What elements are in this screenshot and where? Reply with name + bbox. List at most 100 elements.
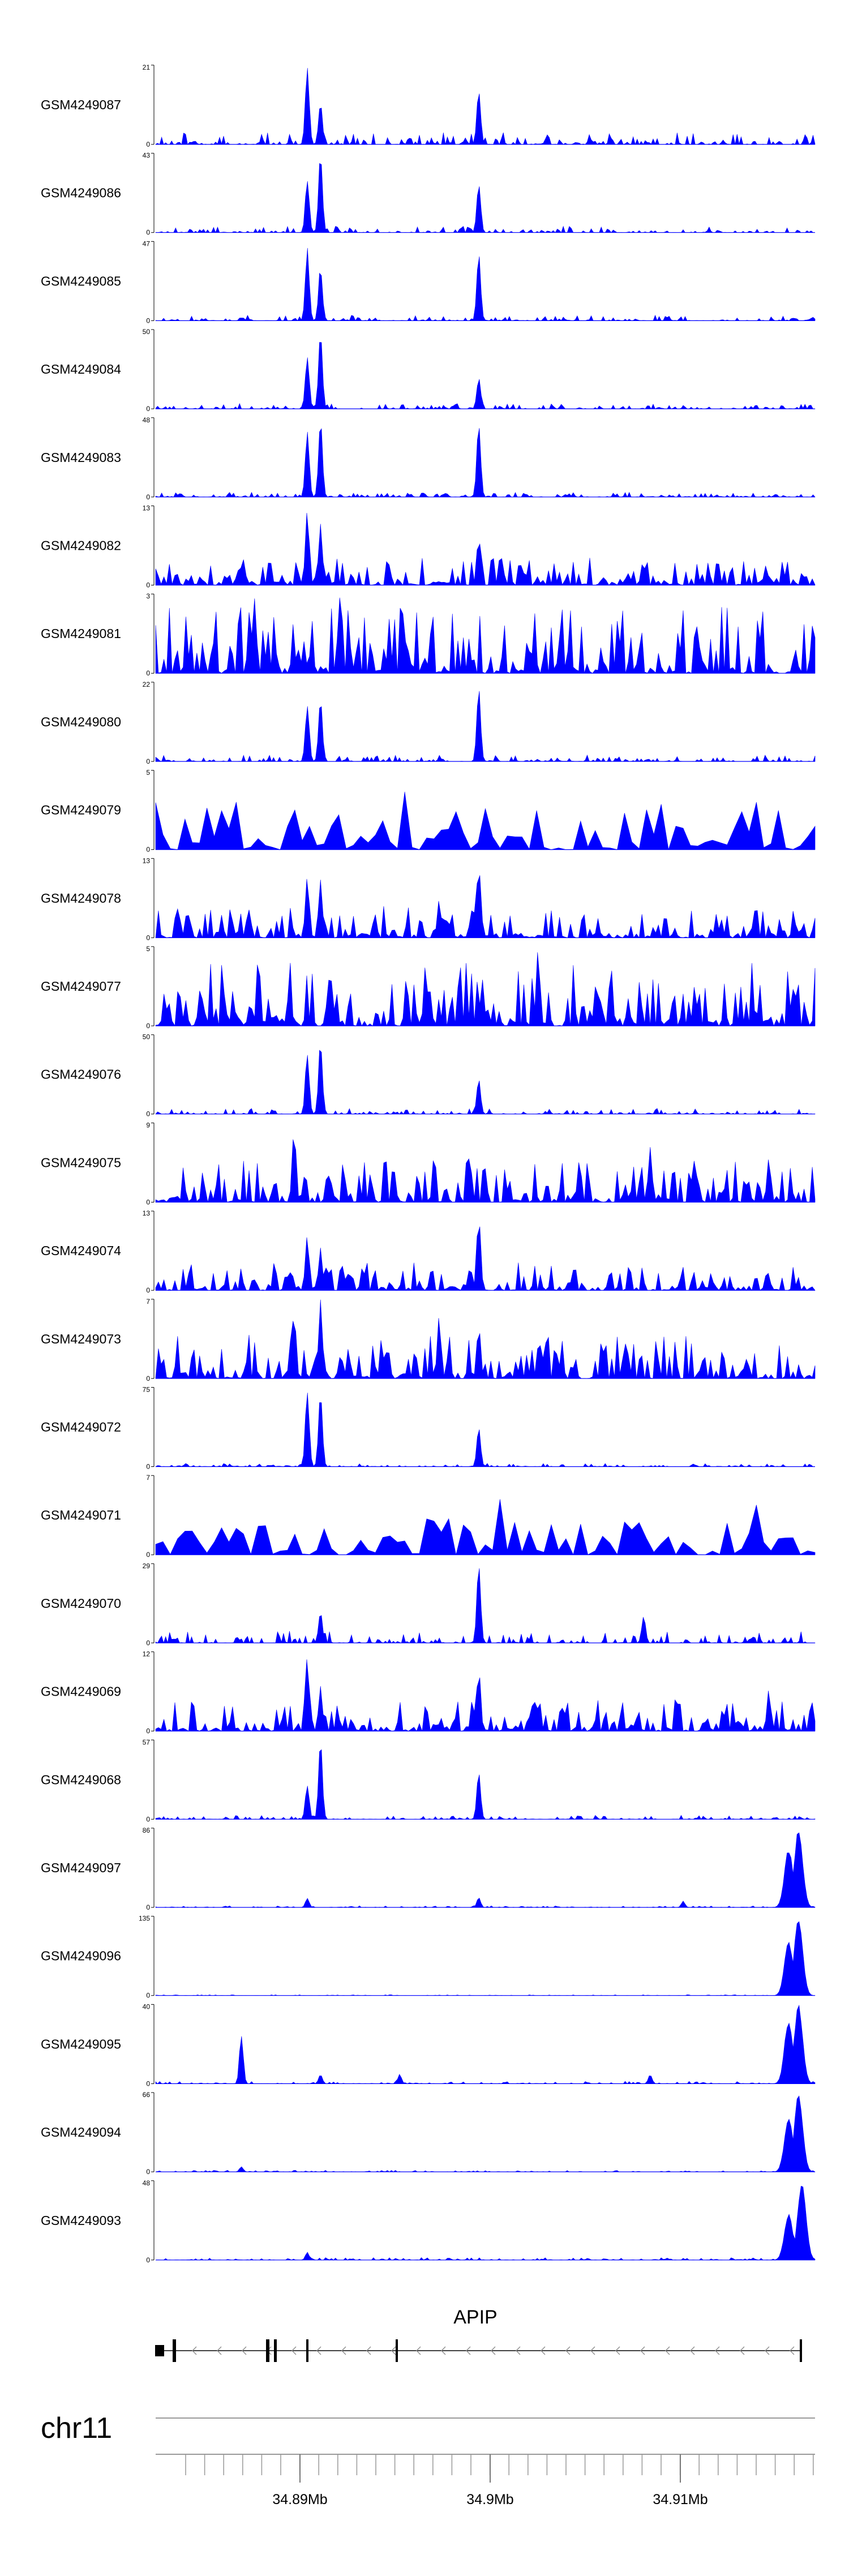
track-ymax: 3 [146, 592, 150, 600]
track-label: GSM4249096 [41, 1949, 121, 1963]
signal-area [155, 791, 816, 850]
genome-axis: chr11 34.89Mb 34.9Mb 34.91Mb [41, 2412, 815, 2507]
track-GSM4249080: GSM4249080 22 0 [41, 681, 816, 765]
strand-arrow [690, 2346, 695, 2355]
track-GSM4249087: GSM4249087 21 0 [41, 63, 816, 148]
signal-area [155, 68, 816, 146]
gene-track: APIP [155, 2307, 802, 2362]
signal-tracks: GSM4249087210GSM4249086430GSM4249085470G… [41, 63, 816, 2264]
track-ymin: 0 [146, 1815, 150, 1823]
strand-arrow [615, 2346, 620, 2355]
signal-area [155, 597, 816, 674]
track-label: GSM4249071 [41, 1508, 121, 1522]
signal-area [155, 1139, 816, 1203]
track-ymin: 0 [146, 1022, 150, 1030]
track-ymax: 9 [146, 1121, 150, 1129]
track-GSM4249077: GSM4249077 5 0 [41, 945, 816, 1030]
track-ymin: 0 [146, 1992, 150, 2000]
track-GSM4249075: GSM4249075 9 0 [41, 1121, 816, 1206]
track-ymax: 66 [143, 2091, 151, 2099]
chromosome-label: chr11 [41, 2412, 112, 2445]
track-ymin: 0 [146, 1903, 150, 1911]
track-label: GSM4249086 [41, 186, 121, 200]
signal-area [155, 1568, 816, 1644]
strand-arrow [765, 2346, 770, 2355]
signal-area [155, 1050, 816, 1115]
track-ymin: 0 [146, 493, 150, 501]
track-ymin: 0 [146, 229, 150, 237]
track-ymax: 57 [143, 1738, 151, 1746]
track-ymax: 7 [146, 1474, 150, 1482]
track-ymax: 50 [143, 328, 151, 336]
track-ymin: 0 [146, 1198, 150, 1206]
strand-arrow [291, 2346, 297, 2355]
track-label: GSM4249095 [41, 2036, 121, 2051]
strand-arrow [565, 2346, 571, 2355]
track-ymax: 75 [143, 1386, 151, 1394]
track-ymax: 12 [143, 1650, 151, 1658]
track-ymax: 48 [143, 2179, 151, 2187]
strand-arrow [242, 2346, 247, 2355]
track-GSM4249078: GSM4249078 13 0 [41, 857, 816, 942]
strand-arrow [366, 2346, 371, 2355]
track-GSM4249079: GSM4249079 5 0 [41, 769, 816, 854]
track-GSM4249096: GSM4249096 135 0 [41, 1915, 816, 2000]
track-ymin: 0 [146, 758, 150, 765]
track-GSM4249076: GSM4249076 50 0 [41, 1033, 816, 1118]
track-ymin: 0 [146, 316, 150, 324]
track-ymax: 13 [143, 1209, 151, 1217]
signal-area [155, 1499, 816, 1555]
track-GSM4249094: GSM4249094 66 0 [41, 2091, 816, 2176]
track-GSM4249073: GSM4249073 7 0 [41, 1298, 816, 1383]
strand-arrow [715, 2346, 720, 2355]
track-label: GSM4249093 [41, 2213, 121, 2228]
track-label: GSM4249079 [41, 803, 121, 818]
gene-model-apip [155, 2339, 802, 2362]
track-GSM4249072: GSM4249072 75 0 [41, 1386, 815, 1471]
track-GSM4249081: GSM4249081 3 0 [41, 592, 816, 677]
track-label: GSM4249074 [41, 1243, 121, 1258]
strand-arrow [640, 2346, 645, 2355]
track-GSM4249086: GSM4249086 43 0 [41, 152, 816, 237]
track-ymax: 48 [143, 416, 151, 424]
track-GSM4249083: GSM4249083 48 0 [41, 416, 816, 501]
track-label: GSM4249076 [41, 1067, 121, 1082]
axis-tick-label: 34.9Mb [466, 2492, 513, 2507]
track-GSM4249085: GSM4249085 47 0 [41, 239, 816, 324]
exon [396, 2339, 398, 2362]
signal-area [155, 1226, 816, 1291]
strand-arrow [316, 2346, 321, 2355]
signal-area [155, 248, 816, 322]
track-ymax: 47 [143, 239, 151, 247]
signal-area [155, 512, 816, 586]
track-label: GSM4249073 [41, 1332, 121, 1346]
strand-arrow [541, 2346, 546, 2355]
track-ymax: 40 [143, 2002, 151, 2010]
track-label: GSM4249075 [41, 1155, 121, 1170]
track-ymax: 21 [143, 63, 151, 71]
track-label: GSM4249080 [41, 714, 121, 729]
track-ymin: 0 [146, 2079, 150, 2087]
track-GSM4249068: GSM4249068 57 0 [41, 1738, 816, 1823]
signal-area [155, 2004, 816, 2084]
track-ymax: 50 [143, 1033, 151, 1041]
track-label: GSM4249097 [41, 1860, 121, 1875]
signal-area [155, 1659, 816, 1732]
track-label: GSM4249085 [41, 273, 121, 288]
track-label: GSM4249070 [41, 1596, 121, 1611]
strand-arrow [416, 2346, 421, 2355]
track-label: GSM4249081 [41, 626, 121, 641]
signal-area [155, 2095, 816, 2172]
track-label: GSM4249069 [41, 1684, 121, 1699]
signal-area [155, 1392, 815, 1467]
axis-tick-label: 34.91Mb [653, 2492, 707, 2507]
axis-tick-label: 34.89Mb [272, 2492, 327, 2507]
signal-area [155, 1921, 816, 1996]
track-ymax: 13 [143, 504, 151, 512]
exon [173, 2339, 176, 2362]
track-ymin: 0 [146, 846, 150, 854]
track-ymin: 0 [146, 1286, 150, 1294]
track-ymin: 0 [146, 1375, 150, 1383]
signal-area [155, 1749, 816, 1820]
